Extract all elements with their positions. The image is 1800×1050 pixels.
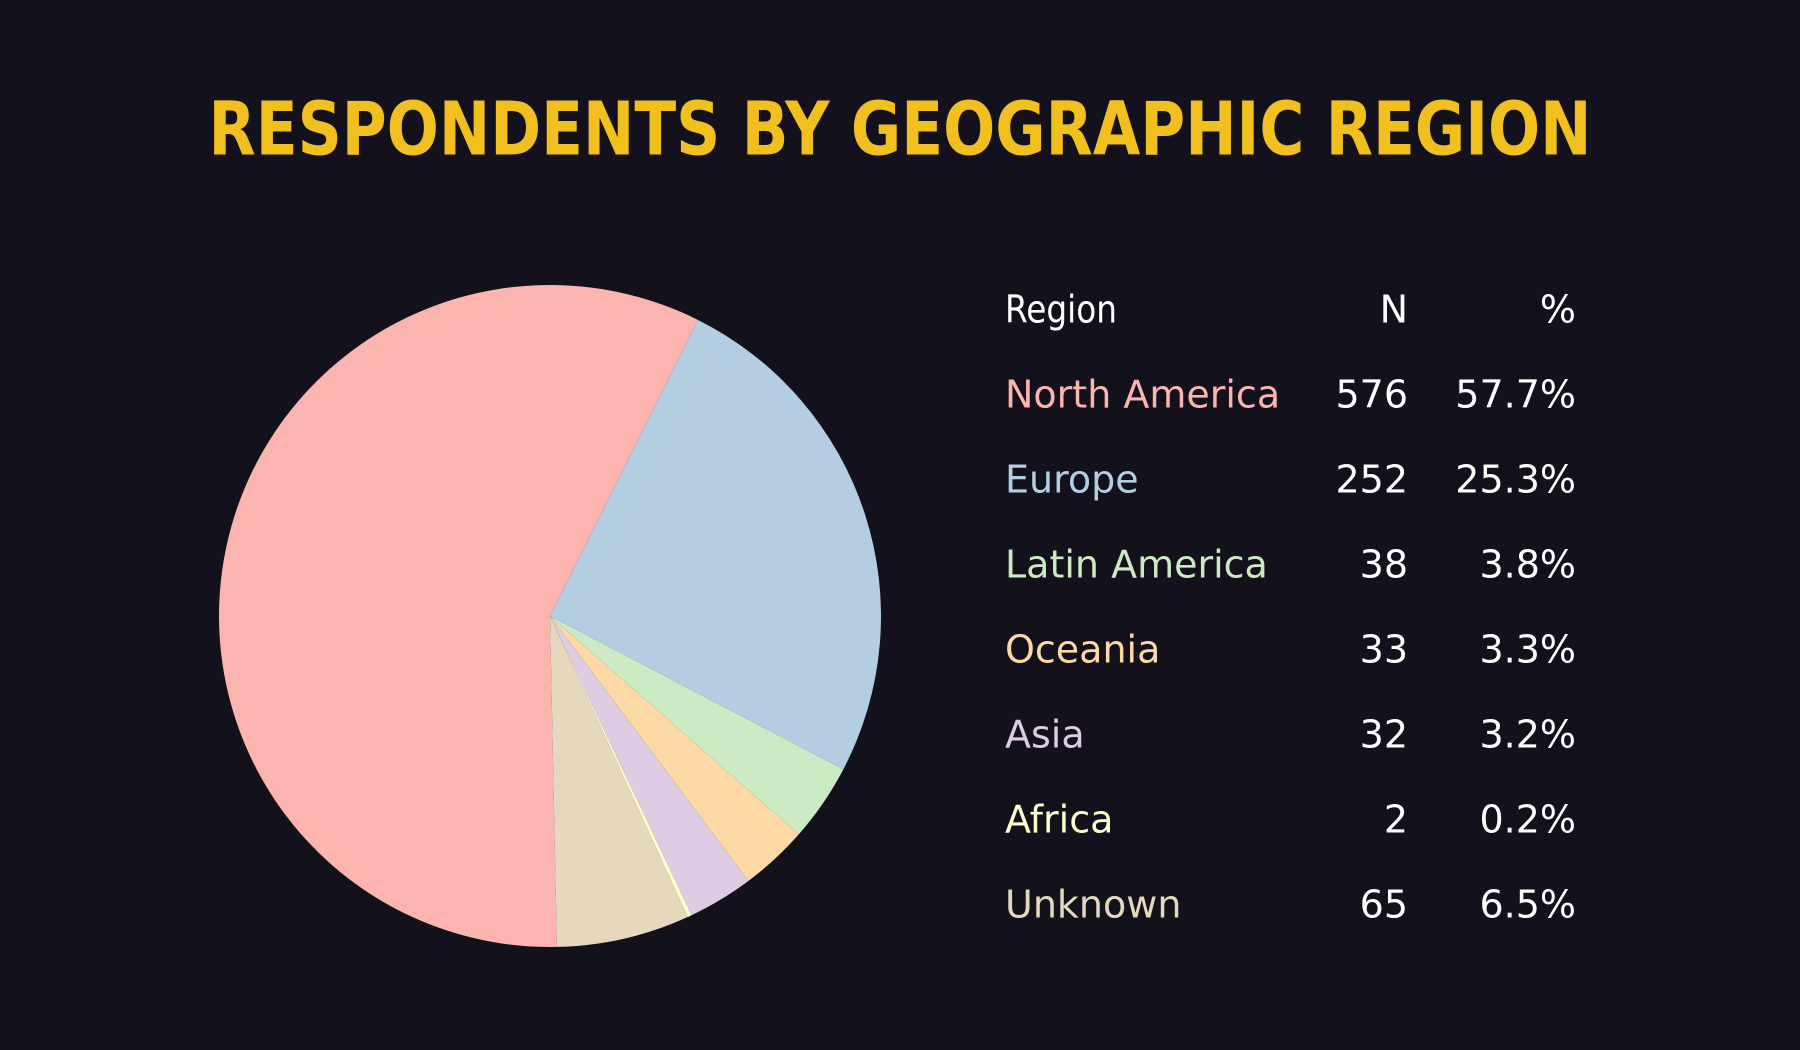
region-label: Africa — [1005, 798, 1113, 842]
region-label: Unknown — [1005, 883, 1181, 927]
pie-slice — [218, 284, 698, 947]
pie-slice — [550, 319, 881, 770]
percent-cell: 3.8% — [1479, 543, 1576, 587]
count-cell: 576 — [1335, 373, 1408, 417]
column-header: % — [1540, 288, 1576, 332]
count-cell: 2 — [1384, 798, 1408, 842]
region-label: North America — [1005, 373, 1280, 417]
percent-cell: 25.3% — [1455, 458, 1576, 502]
region-label: Oceania — [1005, 628, 1160, 672]
percent-cell: 6.5% — [1479, 883, 1576, 927]
pie-slice — [550, 616, 749, 916]
chart-title: RESPONDENTS BY GEOGRAPHIC REGION — [209, 87, 1592, 173]
count-cell: 33 — [1360, 628, 1408, 672]
region-label: Europe — [1005, 458, 1139, 502]
count-cell: 38 — [1360, 543, 1408, 587]
percent-cell: 3.3% — [1479, 628, 1576, 672]
region-label: Latin America — [1005, 543, 1268, 587]
pie-slice — [550, 616, 692, 917]
percent-cell: 57.7% — [1455, 373, 1576, 417]
column-header: Region — [1005, 288, 1117, 332]
pie-slice — [550, 616, 844, 835]
pie-slice — [550, 616, 799, 881]
count-cell: 65 — [1360, 883, 1408, 927]
percent-cell: 3.2% — [1479, 713, 1576, 757]
percent-cell: 0.2% — [1479, 798, 1576, 842]
region-label: Asia — [1005, 713, 1085, 757]
column-header: N — [1380, 288, 1408, 332]
count-cell: 32 — [1360, 713, 1408, 757]
pie-slice — [550, 616, 688, 947]
count-cell: 252 — [1335, 458, 1408, 502]
